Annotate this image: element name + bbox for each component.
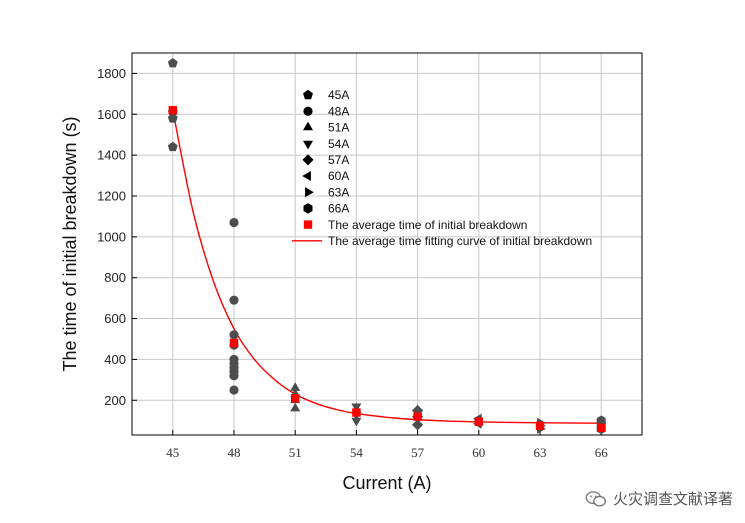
- data-points: [167, 58, 606, 435]
- data-point-triangle-down: [351, 403, 362, 413]
- y-tick-label: 1600: [97, 107, 126, 122]
- legend-label: 63A: [328, 185, 349, 199]
- legend-marker-triangle-right: [305, 187, 314, 198]
- watermark-text: 火灾调查文献译著: [612, 490, 733, 508]
- data-point-square: [352, 408, 361, 417]
- legend-label: 48A: [328, 104, 349, 118]
- data-point-square: [535, 421, 545, 431]
- legend-label: 66A: [328, 202, 349, 216]
- x-axis-ticks: 45 48 51 54 57 60 63 66: [166, 430, 608, 460]
- data-point-circle: [229, 295, 239, 305]
- data-point-pentagon: [167, 141, 178, 152]
- data-point-pentagon: [167, 58, 178, 68]
- y-axis-title: The time of initial breakdown (s): [60, 116, 80, 371]
- plot-frame: [131, 52, 643, 436]
- legend-marker-triangle-down: [302, 140, 314, 150]
- x-tick-label: 48: [228, 445, 241, 460]
- y-tick-label: 600: [104, 311, 126, 326]
- y-tick-label: 1800: [97, 66, 126, 81]
- legend-marker-diamond: [302, 154, 314, 166]
- data-point-triangle-up: [290, 402, 301, 412]
- x-tick-label: 66: [595, 445, 609, 460]
- data-point-circle: [229, 217, 239, 228]
- y-tick-label: 1400: [97, 148, 126, 163]
- legend-marker-pentagon: [303, 89, 313, 100]
- x-tick-label: 54: [350, 445, 364, 460]
- legend-label: 57A: [328, 153, 349, 167]
- legend-marker-circle: [303, 106, 313, 116]
- y-tick-label: 1200: [97, 188, 126, 203]
- y-tick-label: 200: [104, 393, 126, 408]
- legend-marker-triangle-up: [302, 121, 314, 131]
- legend-marker-hexagon: [303, 203, 313, 214]
- grid-lines: [132, 53, 642, 435]
- data-point-square: [413, 412, 422, 421]
- data-point-circle: [229, 330, 239, 340]
- data-point-square: [474, 417, 483, 426]
- legend-marker-triangle-left: [302, 170, 311, 182]
- legend-label: The average time of initial breakdown: [328, 218, 527, 232]
- y-tick-label: 1000: [97, 229, 126, 244]
- x-tick-label: 57: [411, 445, 425, 460]
- legend-label: 54A: [328, 137, 349, 151]
- legend-label: 51A: [328, 121, 349, 135]
- x-tick-label: 63: [534, 445, 547, 460]
- y-axis-ticks: 200 400 600 800 1000 1200 1400 1600 1800: [97, 66, 137, 408]
- x-tick-label: 45: [166, 445, 179, 460]
- legend-marker-square: [303, 220, 313, 229]
- data-point-diamond: [412, 404, 424, 417]
- x-axis-title: Current (A): [342, 473, 431, 493]
- watermark: 火灾调查文献译著: [585, 488, 733, 509]
- data-point-triangle-down: [351, 417, 362, 427]
- legend-label: 45A: [328, 88, 349, 102]
- data-point-square: [168, 105, 177, 115]
- y-tick-label: 800: [104, 270, 126, 285]
- legend-label: 60A: [328, 169, 349, 183]
- legend: 45A 48A 51A 54A 57A 60A 63A 66A The average time…: [292, 88, 592, 248]
- data-point-diamond: [412, 419, 424, 431]
- data-point-circle: [229, 385, 239, 395]
- data-point-square: [597, 423, 606, 433]
- data-point-triangle-up: [290, 382, 301, 391]
- data-point-square: [229, 338, 239, 348]
- legend-label: The average time fitting curve of initia…: [328, 234, 592, 248]
- data-point-square: [291, 394, 300, 403]
- wechat-icon: [585, 490, 606, 507]
- data-point-circle: [229, 371, 239, 381]
- x-tick-label: 51: [289, 445, 302, 460]
- fit-curve-line: [172, 110, 602, 424]
- x-tick-label: 60: [472, 445, 485, 460]
- y-tick-label: 400: [104, 352, 126, 367]
